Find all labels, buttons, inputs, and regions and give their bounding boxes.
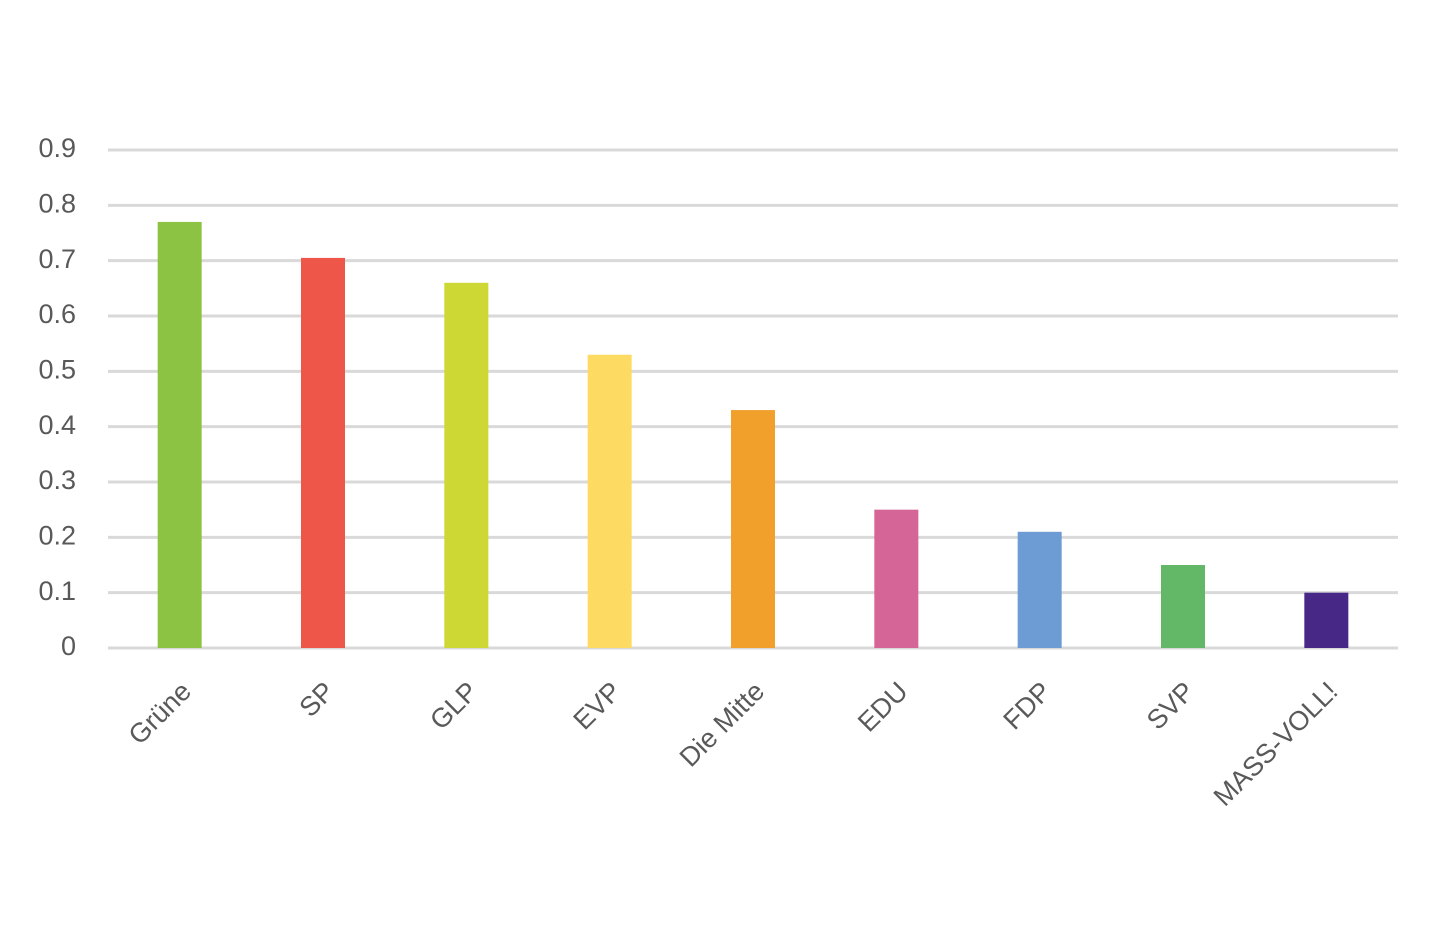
y-tick-label: 0.9	[38, 133, 76, 163]
x-tick-label: FDP	[998, 676, 1057, 735]
y-tick-label: 0.3	[38, 465, 76, 495]
x-tick-label: SVP	[1141, 676, 1200, 735]
x-tick-label: EDU	[852, 676, 914, 738]
y-tick-label: 0.5	[38, 354, 76, 384]
y-tick-label: 0.1	[38, 576, 76, 606]
y-tick-label: 0.2	[38, 520, 76, 550]
bar	[157, 221, 202, 648]
x-tick-label: Die Mitte	[674, 676, 771, 773]
y-tick-label: 0.4	[38, 410, 76, 440]
y-tick-label: 0	[61, 631, 76, 661]
x-tick-label: Grüne	[123, 676, 197, 750]
bar	[301, 257, 345, 648]
x-tick-label: SP	[294, 676, 341, 723]
x-tick-label: MASS-VOLL!	[1208, 676, 1344, 812]
bar	[874, 509, 919, 648]
bar	[1161, 565, 1205, 648]
bar	[731, 410, 775, 648]
y-tick-label: 0.8	[38, 188, 76, 218]
y-tick-label: 0.7	[38, 244, 76, 274]
y-tick-label: 0.6	[38, 299, 76, 329]
bar	[1017, 531, 1062, 648]
bar	[1304, 592, 1349, 648]
bar	[444, 282, 489, 648]
x-tick-label: EVP	[568, 676, 627, 735]
bar	[587, 354, 632, 648]
x-tick-label: GLP	[424, 676, 483, 735]
